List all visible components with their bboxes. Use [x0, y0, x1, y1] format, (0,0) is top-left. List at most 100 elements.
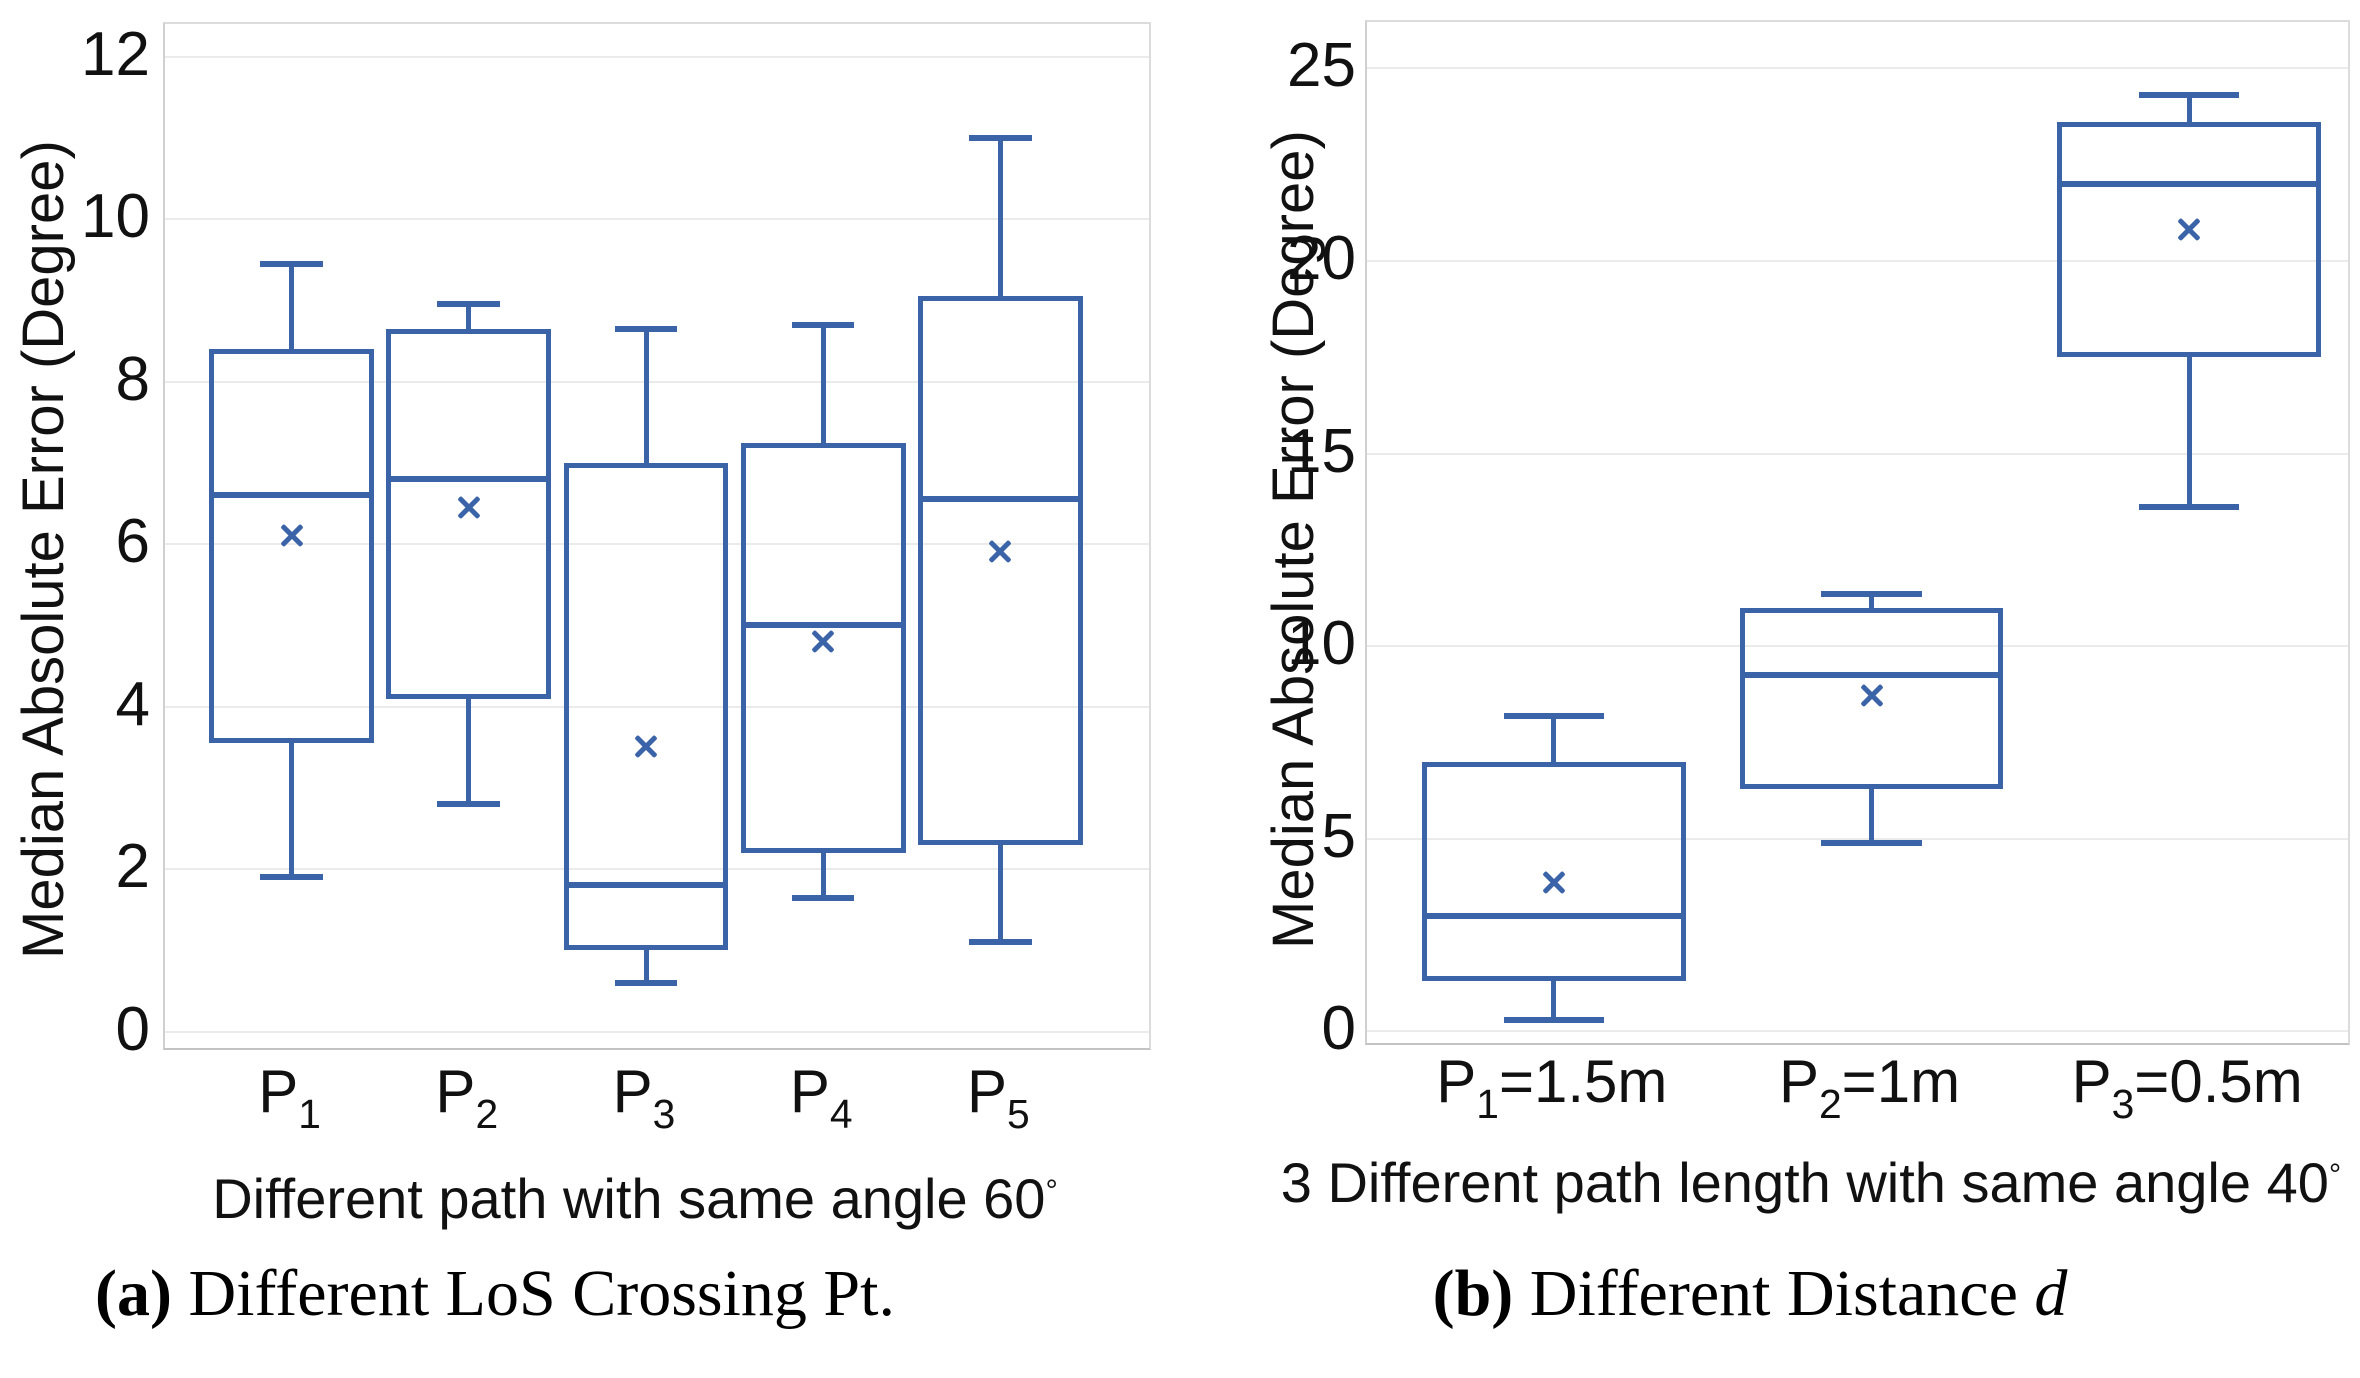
x-tick-label: P4 — [789, 1058, 853, 1137]
x-tick-label: P3 — [612, 1058, 676, 1137]
iqr-box — [1422, 761, 1686, 982]
x-tick-label: P2=1m — [1778, 1048, 1961, 1127]
gridline — [1367, 645, 2348, 648]
plot-area-a — [163, 22, 1151, 1050]
whisker-upper — [643, 328, 649, 463]
whisker-cap-upper — [969, 134, 1032, 141]
median-line — [740, 622, 906, 629]
whisker-upper — [820, 324, 826, 443]
whisker-lower — [997, 844, 1003, 943]
mean-marker — [1857, 681, 1887, 711]
mean-marker — [808, 627, 838, 657]
whisker-lower — [1869, 788, 1874, 843]
x-tick-subscript: 2 — [475, 1090, 499, 1137]
caption-b-marker: (b) — [1432, 1257, 1514, 1330]
mean-marker — [631, 732, 661, 762]
whisker-lower — [289, 743, 295, 878]
median-line — [2057, 180, 2321, 187]
caption-a-text: Different LoS Crossing Pt. — [172, 1257, 895, 1330]
whisker-cap-upper — [260, 260, 323, 267]
iqr-box — [386, 328, 552, 699]
mean-marker — [277, 521, 307, 551]
y-tick-label: 2 — [115, 832, 150, 902]
mean-marker — [454, 493, 484, 523]
iqr-box — [740, 442, 906, 853]
mean-marker — [2174, 215, 2204, 245]
y-tick-label: 5 — [1321, 801, 1356, 871]
gridline — [165, 380, 1149, 383]
whisker-lower — [820, 852, 826, 898]
degree-symbol-b: ° — [2328, 1157, 2342, 1193]
caption-b: (b) Different Distance d — [1360, 1258, 2140, 1330]
whisker-upper — [1551, 715, 1557, 762]
whisker-upper — [289, 263, 295, 350]
whisker-upper — [466, 304, 472, 329]
gridline — [165, 543, 1149, 546]
caption-a-marker: (a) — [95, 1257, 172, 1330]
x-axis-title-a: Different path with same angle 60° — [115, 1168, 1155, 1239]
whisker-cap-lower — [791, 894, 855, 901]
gridline — [165, 55, 1149, 58]
iqr-box — [2057, 122, 2321, 358]
x-axis-title-a-text: Different path with same angle 60 — [212, 1167, 1046, 1230]
x-axis-title-b-text: 3 Different path length with same angle … — [1280, 1151, 2329, 1214]
whisker-lower — [466, 698, 472, 805]
y-tick-label: 4 — [115, 669, 150, 739]
x-tick-label: P1=1.5m — [1436, 1048, 1668, 1127]
caption-b-italic: d — [2034, 1257, 2068, 1330]
x-tick-subscript: 5 — [1007, 1090, 1030, 1137]
mean-marker — [985, 537, 1015, 567]
whisker-lower — [2186, 357, 2192, 508]
gridline — [1367, 67, 2348, 70]
y-tick-label: 25 — [1287, 31, 1356, 101]
caption-a: (a) Different LoS Crossing Pt. — [40, 1258, 950, 1330]
gridline — [1367, 259, 2348, 262]
x-tick-label: P2 — [435, 1058, 499, 1137]
y-tick-label: 0 — [1321, 994, 1356, 1064]
x-tick-subscript: 2 — [1818, 1080, 1842, 1127]
x-tick-subscript: 4 — [829, 1090, 853, 1137]
whisker-lower — [643, 950, 649, 983]
whisker-upper — [997, 137, 1003, 297]
median-line — [1422, 912, 1686, 919]
gridline — [1367, 1030, 2348, 1033]
whisker-cap-lower — [437, 801, 501, 808]
caption-b-text: Different Distance — [1513, 1257, 2035, 1330]
x-tick-subscript: 1 — [298, 1090, 321, 1137]
x-axis-ticks-a: P1 P2 P3 P4 P5 — [163, 1062, 1151, 1172]
y-tick-label: 6 — [115, 507, 150, 577]
plot-area-b — [1365, 20, 2350, 1045]
iqr-box — [918, 296, 1083, 845]
x-axis-ticks-b: P1=1.5m P2=1m P3=0.5m — [1365, 1052, 2350, 1152]
whisker-cap-lower — [969, 939, 1032, 946]
y-tick-label: 20 — [1287, 223, 1356, 293]
y-tick-label: 0 — [115, 994, 150, 1064]
median-line — [918, 496, 1083, 503]
y-axis-ticks-a: 0 2 4 6 8 10 12 — [0, 22, 150, 1060]
x-tick-subscript: 1 — [1476, 1080, 1499, 1127]
degree-symbol-a: ° — [1045, 1173, 1058, 1209]
whisker-cap-upper — [2139, 92, 2240, 99]
gridline — [1367, 452, 2348, 455]
median-line — [386, 476, 552, 483]
whisker-upper — [1869, 594, 1874, 608]
gridline — [165, 1030, 1149, 1033]
x-axis-title-b: 3 Different path length with same angle … — [1262, 1152, 2360, 1223]
y-tick-label: 10 — [81, 182, 150, 252]
gridline — [165, 218, 1149, 221]
gridline — [165, 868, 1149, 871]
iqr-box — [1739, 607, 2004, 789]
iqr-box — [563, 462, 729, 951]
y-tick-label: 15 — [1287, 416, 1356, 486]
whisker-cap-upper — [437, 301, 501, 308]
iqr-box — [209, 349, 374, 744]
gridline — [165, 705, 1149, 708]
y-axis-ticks-b: 0 5 10 15 20 25 — [1160, 20, 1356, 1060]
whisker-cap-upper — [614, 325, 678, 332]
whisker-cap-lower — [2139, 504, 2240, 511]
median-line — [563, 882, 729, 889]
whisker-lower — [1551, 981, 1557, 1020]
whisker-cap-lower — [614, 979, 678, 986]
y-tick-label: 10 — [1287, 609, 1356, 679]
